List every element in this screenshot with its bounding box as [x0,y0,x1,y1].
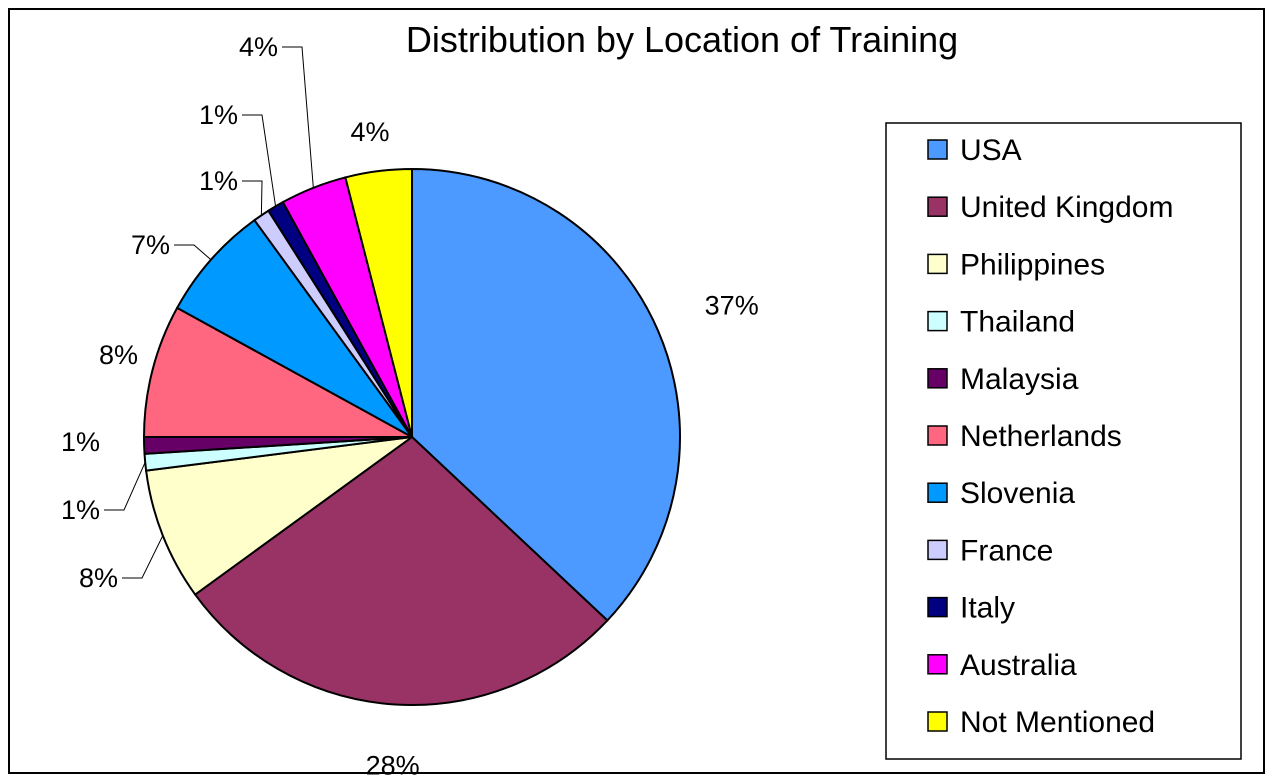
legend-label-netherlands: Netherlands [960,420,1122,453]
legend-label-italy: Italy [960,592,1015,625]
slice-label-not-mentioned: 4% [350,117,389,147]
legend-swatch-united-kingdom [927,196,948,217]
legend-swatch-slovenia [927,482,948,503]
pie-slice-usa [411,167,681,622]
legend-box [885,122,1242,760]
legend-label-slovenia: Slovenia [960,477,1075,510]
legend: USA United Kingdom Philippines Thailand Mala… [927,134,1173,739]
pie-slice-united-kingdom [193,435,609,706]
leader-lines [104,46,314,579]
chart-title: Distribution by Location of Training [406,19,958,60]
slice-label-netherlands: 8% [99,340,138,370]
legend-swatch-malaysia [927,368,948,389]
legend-label-united-kingdom: United Kingdom [960,191,1173,224]
slice-label-thailand: 1% [61,495,100,525]
legend-label-malaysia: Malaysia [960,363,1079,396]
legend-swatch-france [927,539,948,561]
legend-label-australia: Australia [960,649,1077,682]
slice-label-philippines: 8% [79,563,118,593]
percent-labels: 37% 28% 8% 1% 1% 8% 7% 1% 1% 4% 4% [61,32,759,780]
pie-slice-slovenia [175,218,413,438]
slice-label-australia: 4% [239,32,278,62]
legend-swatch-thailand [927,310,948,332]
pie-slice-netherlands [142,306,413,438]
legend-label-france: France [960,534,1053,567]
legend-label-usa: USA [960,134,1022,167]
legend-label-not-mentioned: Not Mentioned [960,706,1155,739]
legend-swatch-not-mentioned [927,711,948,732]
slice-label-malaysia: 1% [61,427,100,457]
pie-slice-philippines [144,436,413,596]
pie-slices [142,167,681,706]
legend-swatch-italy [927,596,948,618]
legend-swatch-netherlands [927,425,948,446]
leader-line-slovenia [174,244,212,261]
leader-line-philippines [122,535,164,579]
leader-line-thailand [104,462,146,511]
legend-label-philippines: Philippines [960,248,1105,281]
leader-line-australia [282,46,314,188]
slice-label-france: 1% [199,166,238,196]
legend-swatch-australia [927,654,948,675]
slice-label-slovenia: 7% [131,230,170,260]
legend-swatch-philippines [927,253,948,275]
leader-line-italy [242,114,277,207]
leader-line-france [242,180,263,216]
legend-swatch-usa [927,139,948,160]
pie-slice-not-mentioned [344,167,413,438]
slice-label-italy: 1% [199,100,238,130]
legend-label-thailand: Thailand [960,306,1075,339]
slice-label-usa: 37% [705,291,759,321]
slice-label-united-kingdom: 28% [366,750,420,780]
